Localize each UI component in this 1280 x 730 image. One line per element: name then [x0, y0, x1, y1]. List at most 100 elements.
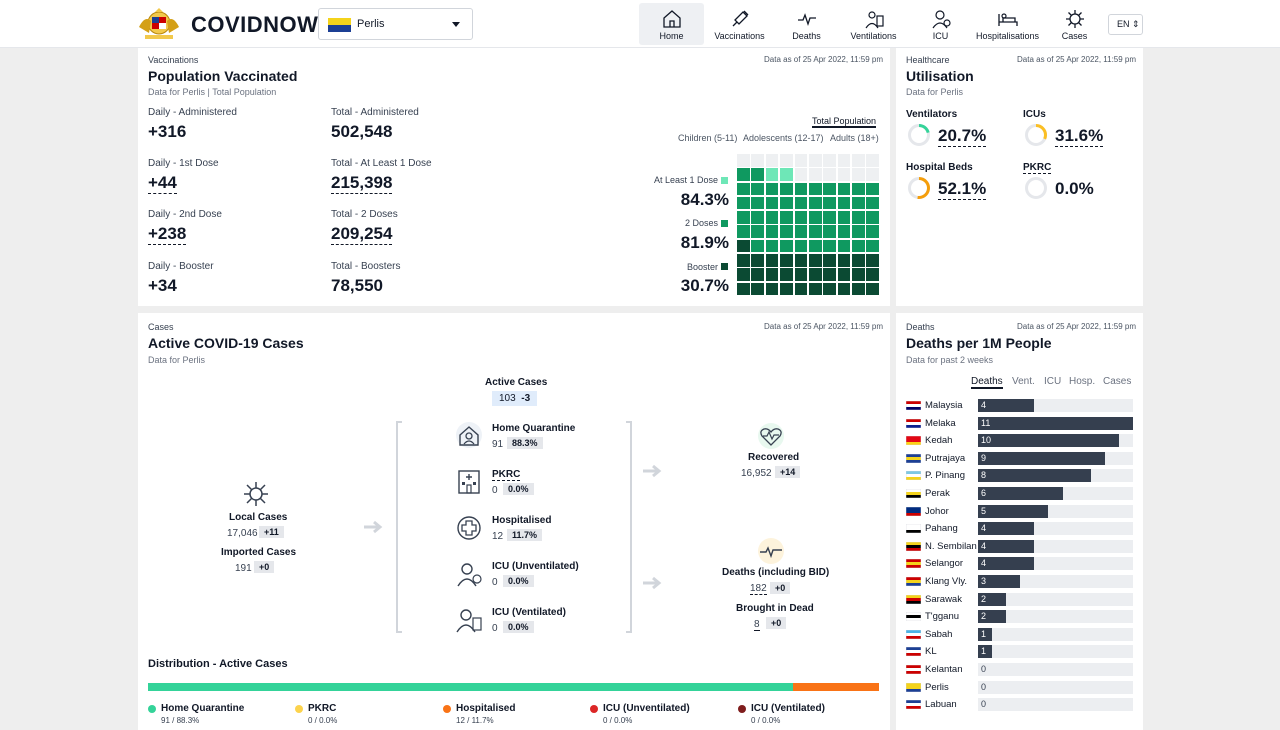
deaths-row[interactable]: Kelantan 0 [906, 663, 1133, 676]
card-kicker: Healthcare [906, 55, 950, 65]
tab-icu[interactable]: ICU [1044, 376, 1062, 387]
bar-value: 10 [981, 435, 992, 446]
deaths-row[interactable]: Melaka 11 [906, 416, 1133, 430]
nav-deaths[interactable]: Deaths [773, 3, 840, 45]
card-kicker: Deaths [906, 322, 935, 332]
tab-hosp[interactable]: Hosp. [1069, 376, 1096, 387]
stat-label: Total - 2 Doses [331, 209, 398, 220]
waffle-cell [765, 154, 779, 167]
nav-cases[interactable]: Cases [1041, 3, 1108, 45]
pkrc-label[interactable]: PKRC [1023, 162, 1052, 174]
nav-ventilations[interactable]: Ventilations [840, 3, 907, 45]
deaths-row[interactable]: Selangor 4 [906, 557, 1133, 571]
stat-value[interactable]: +44 [148, 173, 177, 194]
deaths-row[interactable]: N. Sembilan 4 [906, 539, 1133, 553]
heart-pulse-icon [758, 423, 784, 449]
deaths-row[interactable]: Perak 6 [906, 487, 1133, 500]
state-name: Kedah [925, 435, 953, 447]
legend-label: ICU (Unventilated) [603, 703, 690, 714]
death-bar [978, 487, 1063, 500]
icu-ventilated-pct: 0.0% [503, 621, 534, 633]
data-timestamp: Data as of 25 Apr 2022, 11:59 pm [764, 322, 884, 331]
stat-value[interactable]: 209,254 [331, 224, 393, 245]
brought-in-dead-label: Brought in Dead [736, 603, 814, 614]
pkrc-label[interactable]: PKRC [492, 469, 521, 481]
bar-track: 0 [978, 698, 1133, 712]
waffle-cell [780, 282, 793, 296]
waffle-cell [852, 253, 865, 267]
deaths-row[interactable]: Klang Vly. 3 [906, 575, 1133, 588]
waffle-cell [794, 211, 808, 224]
tab-children[interactable]: Children (5-11) [678, 133, 738, 143]
distribution-segment[interactable] [793, 683, 879, 691]
card-kicker: Cases [148, 322, 174, 332]
waffle-cell [780, 196, 793, 210]
nav-label: Home [659, 31, 684, 41]
waffle-cell [737, 282, 750, 296]
legend-dot [738, 705, 746, 713]
deaths-row[interactable]: T'gganu 2 [906, 610, 1133, 624]
syringe-icon [732, 10, 748, 27]
bar-value: 1 [981, 646, 987, 657]
booster-pct: 30.7% [680, 276, 729, 295]
pkrc-number: 0 [492, 485, 498, 496]
icus-value[interactable]: 31.6% [1055, 126, 1104, 147]
nav-label: ICU [932, 31, 949, 41]
stat-value[interactable]: 215,398 [331, 173, 393, 194]
waffle-cell [852, 196, 865, 210]
nav-hospitalisations[interactable]: Hospitalisations [974, 3, 1041, 45]
tab-deaths[interactable]: Deaths [971, 376, 1003, 389]
stat-label: Daily - 1st Dose [148, 158, 219, 169]
tab-adults[interactable]: Adults (18+) [830, 133, 879, 143]
icu-ventilated-label: ICU (Ventilated) [492, 607, 566, 618]
deaths-row[interactable]: Malaysia 4 [906, 399, 1133, 412]
state-select[interactable]: Perlis [318, 8, 473, 40]
nav-icu[interactable]: ICU [907, 3, 974, 45]
deaths-row[interactable]: Perlis 0 [906, 680, 1133, 694]
icu-unventilated-label: ICU (Unventilated) [492, 561, 579, 572]
bar-track: 4 [978, 557, 1133, 571]
malaysia-crest-logo[interactable] [137, 7, 181, 41]
distribution-segment[interactable] [148, 683, 794, 691]
hospital-beds-value[interactable]: 52.1% [938, 179, 987, 200]
deaths-row[interactable]: Sarawak 2 [906, 592, 1133, 606]
waffle-cell [823, 168, 836, 181]
death-bar [978, 522, 1035, 536]
deaths-row[interactable]: Putrajaya 9 [906, 451, 1133, 465]
nav-home[interactable]: Home [639, 3, 704, 45]
waffle-cell [837, 239, 851, 253]
bar-value: 4 [981, 558, 987, 569]
deaths-row[interactable]: Kedah 10 [906, 434, 1133, 448]
bar-value: 6 [981, 488, 987, 498]
waffle-cell [765, 196, 779, 210]
bar-value: 2 [981, 593, 987, 604]
state-name: Selangor [925, 558, 964, 570]
waffle-cell [852, 182, 865, 196]
deaths-row[interactable]: P. Pinang 8 [906, 469, 1133, 483]
waffle-cell [837, 196, 851, 210]
language-select[interactable]: EN ⇕ [1108, 14, 1143, 35]
state-name: Klang Vly. [925, 576, 968, 587]
deaths-row[interactable]: Labuan 0 [906, 698, 1133, 712]
waffle-cell [794, 253, 808, 267]
recovered-label: Recovered [748, 452, 800, 463]
ventilators-value[interactable]: 20.7% [938, 126, 987, 147]
deaths-number[interactable]: 182 [750, 583, 767, 595]
deaths-row[interactable]: KL 1 [906, 645, 1133, 659]
stat-value[interactable]: +238 [148, 224, 187, 245]
waffle-cell [794, 268, 808, 281]
brand-title[interactable]: COVIDNOW [191, 12, 319, 37]
deaths-row[interactable]: Sabah 1 [906, 627, 1133, 641]
waffle-cell [808, 154, 822, 167]
deaths-row[interactable]: Johor 5 [906, 504, 1133, 518]
tab-total-population[interactable]: Total Population [812, 116, 877, 128]
deaths-row[interactable]: Pahang 4 [906, 522, 1133, 536]
waffle-cell [837, 182, 851, 196]
brought-in-dead-number[interactable]: 8 [754, 619, 760, 631]
tab-adolescents[interactable]: Adolescents (12-17) [743, 133, 824, 143]
nav-vaccinations[interactable]: Vaccinations [706, 3, 773, 45]
state-select-value: Perlis [357, 18, 385, 30]
tab-vent[interactable]: Vent. [1012, 376, 1035, 387]
tab-cases[interactable]: Cases [1103, 376, 1132, 387]
deaths-label: Deaths (including BID) [722, 567, 830, 578]
